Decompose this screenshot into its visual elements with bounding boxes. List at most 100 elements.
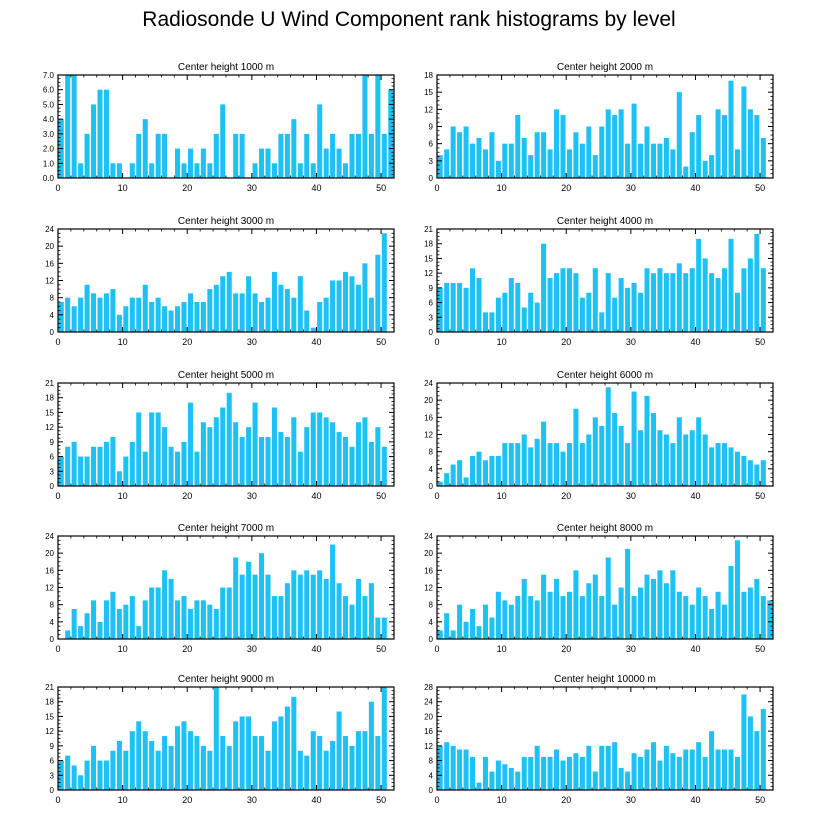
histogram-bar <box>618 425 624 486</box>
histogram-bar <box>696 238 702 332</box>
figure-title: Radiosonde U Wind Component rank histogr… <box>142 8 676 31</box>
histogram-bar <box>528 596 534 639</box>
histogram-bar <box>767 600 773 639</box>
histogram-bar <box>508 604 514 639</box>
histogram-bar <box>560 760 566 790</box>
x-tick-label: 30 <box>247 337 257 347</box>
y-tick-label: 18 <box>45 698 54 707</box>
histogram-bar <box>463 287 469 332</box>
histogram-bar <box>336 280 342 332</box>
histogram-bar <box>715 443 721 486</box>
histogram-bar <box>722 443 728 486</box>
histogram-bar <box>323 750 329 790</box>
histogram-bar <box>336 711 342 790</box>
histogram-bar <box>246 276 252 332</box>
histogram-bar <box>78 456 84 486</box>
histogram-bar <box>599 312 605 332</box>
histogram-bar <box>110 436 116 486</box>
histogram-bar <box>592 417 598 486</box>
histogram-bar <box>375 617 381 639</box>
histogram-bar <box>149 587 155 639</box>
x-tick-label: 20 <box>561 183 571 193</box>
x-tick-label: 0 <box>55 183 60 193</box>
y-tick-label: 12 <box>45 727 54 736</box>
histogram-bar <box>65 297 71 332</box>
histogram-bar <box>470 143 476 178</box>
histogram-bar <box>259 436 265 486</box>
histogram-bar <box>246 716 252 790</box>
histogram-bar <box>554 273 560 332</box>
x-tick-label: 10 <box>497 644 507 654</box>
histogram-bar <box>136 133 142 178</box>
x-tick-label: 50 <box>755 795 765 805</box>
histogram-bar <box>103 293 109 332</box>
histogram-bar <box>187 402 193 486</box>
panel-title: Center height 10000 m <box>554 674 656 685</box>
x-tick-label: 40 <box>311 337 321 347</box>
histogram-bar <box>330 740 336 790</box>
x-tick-label: 10 <box>497 795 507 805</box>
histogram-bar <box>226 587 232 639</box>
y-tick-label: 15 <box>424 254 433 263</box>
histogram-panel: Center height 3000 m 0 4 8 12 16 20 24 0 10 20 30 40… <box>45 216 395 347</box>
y-tick-label: 12 <box>424 431 433 440</box>
histogram-bar <box>284 133 290 178</box>
histogram-bar <box>715 109 721 178</box>
histogram-bar <box>265 750 271 790</box>
histogram-bar <box>194 163 200 178</box>
panel-title: Center height 1000 m <box>178 62 274 73</box>
histogram-bar <box>657 570 663 639</box>
y-tick-label: 3 <box>429 313 434 322</box>
y-tick-label: 12 <box>45 584 54 593</box>
histogram-bar <box>362 596 368 639</box>
histogram-bar <box>278 432 284 486</box>
histogram-bar <box>592 771 598 790</box>
histogram-bar <box>162 570 168 639</box>
panel-title: Center height 6000 m <box>557 370 653 381</box>
y-tick-label: 6 <box>429 140 434 149</box>
histogram-bar <box>97 89 103 178</box>
histogram-bar <box>463 477 469 486</box>
histogram-bar <box>304 133 310 178</box>
histogram-bar <box>625 287 631 332</box>
x-tick-label: 0 <box>434 644 439 654</box>
histogram-bar <box>663 434 669 486</box>
x-tick-label: 50 <box>755 644 765 654</box>
histogram-bar <box>129 163 135 178</box>
histogram-bar <box>200 745 206 790</box>
histogram-bar <box>476 626 482 639</box>
histogram-bar <box>644 574 650 639</box>
histogram-bar <box>521 307 527 332</box>
histogram-bar <box>579 297 585 332</box>
y-tick-label: 4 <box>50 618 55 627</box>
histogram-bar <box>136 721 142 790</box>
histogram-bar <box>368 583 374 639</box>
histogram-panel: Center height 2000 m 0 3 6 9 12 15 18 0 10 20 30 40 5… <box>424 62 774 193</box>
histogram-bar <box>297 276 303 332</box>
histogram-bar <box>103 441 109 486</box>
histogram-bar <box>625 143 631 178</box>
histogram-bar <box>502 764 508 790</box>
histogram-bar <box>696 587 702 639</box>
x-tick-label: 0 <box>434 795 439 805</box>
histogram-bar <box>65 446 71 486</box>
histogram-bar <box>116 314 122 332</box>
histogram-bar <box>702 434 708 486</box>
histogram-bar <box>644 395 650 486</box>
histogram-bar <box>554 749 560 790</box>
histogram-bar <box>450 464 456 486</box>
x-tick-label: 20 <box>182 644 192 654</box>
histogram-bar <box>489 132 495 178</box>
histogram-bar <box>508 767 514 790</box>
histogram-bar <box>541 243 547 332</box>
y-tick-label: 16 <box>424 413 433 422</box>
x-tick-label: 10 <box>118 491 128 501</box>
histogram-bar <box>457 132 463 178</box>
histogram-bar <box>612 115 618 178</box>
histogram-bar <box>181 721 187 790</box>
histogram-bar <box>670 149 676 178</box>
histogram-bar <box>381 446 387 486</box>
x-tick-label: 30 <box>626 491 636 501</box>
histogram-bar <box>760 709 766 790</box>
histogram-bar <box>155 587 161 639</box>
